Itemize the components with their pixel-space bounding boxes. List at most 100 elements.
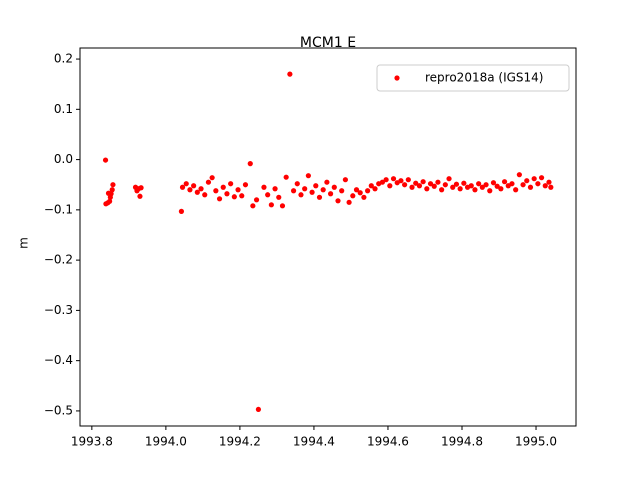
point (294, 181, 300, 187)
point (524, 178, 530, 184)
point (450, 184, 456, 190)
point (516, 172, 522, 178)
point (479, 184, 485, 190)
point (509, 181, 515, 187)
point (298, 192, 304, 198)
point (287, 71, 293, 77)
x-tick-label: 1994.6 (367, 435, 409, 449)
point (205, 179, 212, 185)
point (231, 194, 237, 200)
point (324, 179, 330, 185)
legend-label: repro2018a (IGS14) (425, 71, 543, 85)
point (255, 406, 262, 413)
point (350, 193, 356, 199)
point (302, 186, 308, 192)
point (109, 187, 115, 193)
point (483, 182, 489, 188)
x-tick-label: 1994.8 (441, 435, 483, 449)
point (220, 184, 226, 190)
point (490, 180, 497, 186)
point (379, 179, 386, 185)
y-tick-label: 0.0 (54, 152, 73, 166)
point (313, 183, 319, 189)
point (107, 198, 113, 204)
point (424, 186, 430, 192)
point (535, 181, 541, 187)
point (216, 196, 223, 202)
point (213, 188, 219, 194)
point (531, 176, 537, 182)
point (353, 187, 360, 193)
point (405, 177, 411, 183)
y-axis-label: m (17, 237, 31, 249)
point (305, 173, 311, 179)
point (442, 182, 448, 188)
point (272, 186, 278, 192)
point (398, 178, 404, 184)
point (457, 186, 463, 192)
point (468, 183, 474, 189)
point (501, 179, 508, 185)
x-tick-label: 1994.4 (293, 435, 335, 449)
point (279, 203, 286, 209)
point (276, 194, 282, 200)
point (361, 194, 367, 200)
point (235, 187, 241, 193)
point (187, 187, 193, 193)
point (439, 187, 445, 193)
x-tick-label: 1995.0 (515, 435, 557, 449)
point (290, 188, 297, 194)
chart-title: MCM1 E (300, 35, 356, 51)
point (527, 184, 534, 190)
point (239, 193, 245, 199)
point (368, 183, 374, 189)
point (461, 180, 467, 186)
point (365, 188, 371, 194)
point (309, 189, 315, 195)
point (420, 179, 426, 185)
point (283, 174, 289, 180)
point (538, 175, 545, 181)
y-tick-label: 0.1 (54, 102, 73, 116)
point (242, 182, 249, 188)
y-tick-label: −0.1 (44, 202, 73, 216)
point (194, 189, 200, 195)
point (265, 192, 271, 198)
legend-marker (394, 75, 400, 81)
point (137, 193, 143, 199)
point (209, 175, 215, 181)
y-tick-label: −0.2 (44, 253, 73, 267)
point (416, 183, 423, 189)
x-tick-label: 1993.8 (71, 435, 113, 449)
point (435, 179, 441, 185)
point (261, 184, 267, 190)
point (402, 182, 408, 188)
point (327, 191, 334, 197)
point (138, 185, 144, 191)
x-tick-label: 1994.0 (145, 435, 187, 449)
point (472, 187, 478, 193)
point (546, 179, 552, 185)
point (357, 190, 363, 196)
legend-box (376, 64, 570, 92)
point (110, 182, 116, 188)
point (513, 187, 519, 193)
point (202, 192, 208, 198)
y-tick-label: −0.3 (44, 303, 73, 317)
point (431, 183, 437, 189)
y-tick-label: −0.5 (44, 403, 73, 417)
plot-frame (79, 47, 577, 427)
point (253, 197, 260, 203)
point (335, 198, 341, 204)
point (498, 186, 504, 192)
point (198, 186, 204, 192)
point (179, 184, 186, 190)
point (476, 181, 482, 187)
point (320, 187, 326, 193)
point (494, 183, 500, 189)
point (342, 177, 348, 183)
point (413, 180, 419, 186)
point (191, 183, 197, 189)
point (372, 186, 378, 192)
